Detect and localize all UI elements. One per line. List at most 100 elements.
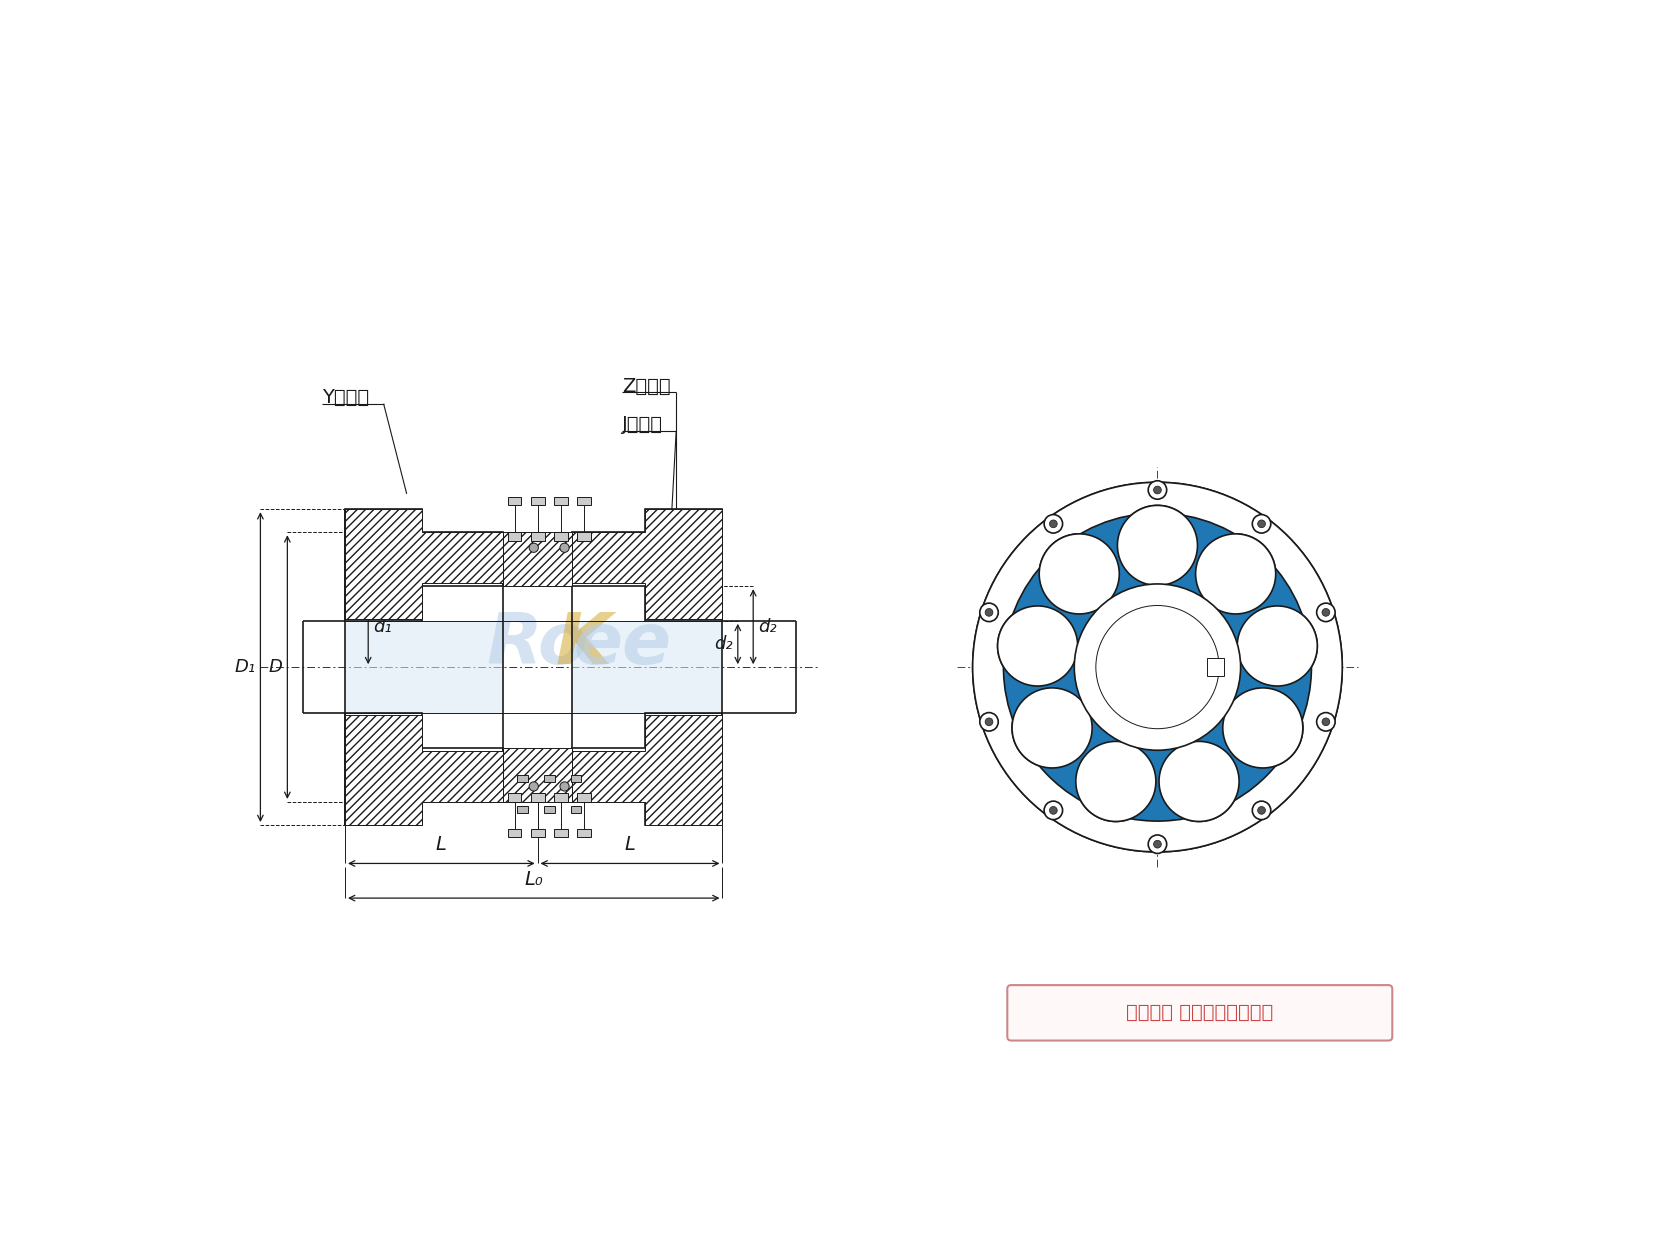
Circle shape <box>1252 514 1270 533</box>
Circle shape <box>979 604 998 621</box>
Circle shape <box>1317 604 1336 621</box>
Circle shape <box>559 781 570 791</box>
Text: D: D <box>269 658 282 677</box>
Circle shape <box>1003 513 1312 822</box>
Circle shape <box>1258 520 1265 528</box>
Circle shape <box>1196 534 1275 614</box>
Circle shape <box>1159 741 1240 822</box>
Polygon shape <box>554 532 568 541</box>
Polygon shape <box>544 775 554 782</box>
Circle shape <box>998 606 1077 685</box>
Polygon shape <box>544 806 554 813</box>
Circle shape <box>559 543 570 552</box>
Polygon shape <box>576 829 591 838</box>
FancyBboxPatch shape <box>1008 985 1393 1041</box>
Circle shape <box>1147 835 1166 853</box>
Polygon shape <box>573 509 722 621</box>
Polygon shape <box>531 829 544 838</box>
Polygon shape <box>507 794 521 801</box>
Polygon shape <box>554 794 568 801</box>
Polygon shape <box>531 532 544 541</box>
Circle shape <box>1236 606 1317 685</box>
Circle shape <box>1050 806 1057 814</box>
Circle shape <box>979 713 998 731</box>
Circle shape <box>1252 801 1270 819</box>
Polygon shape <box>517 775 528 782</box>
Text: D₁: D₁ <box>235 658 255 677</box>
Circle shape <box>1050 520 1057 528</box>
Polygon shape <box>571 806 581 813</box>
Circle shape <box>1075 741 1156 822</box>
Polygon shape <box>576 794 591 801</box>
Text: d₂: d₂ <box>758 617 776 636</box>
Text: L: L <box>625 835 635 854</box>
Polygon shape <box>344 509 502 621</box>
Circle shape <box>1043 514 1062 533</box>
Text: K: K <box>1146 633 1183 678</box>
Circle shape <box>1074 583 1240 750</box>
Circle shape <box>1154 840 1161 848</box>
Polygon shape <box>517 806 528 813</box>
Circle shape <box>1105 615 1210 719</box>
Text: L₀: L₀ <box>524 869 543 888</box>
Polygon shape <box>573 509 722 620</box>
Circle shape <box>984 609 993 616</box>
Circle shape <box>1003 513 1312 822</box>
Polygon shape <box>344 713 502 825</box>
Circle shape <box>1011 688 1092 769</box>
Circle shape <box>1117 505 1198 586</box>
Text: K: K <box>556 610 612 678</box>
Circle shape <box>1159 741 1240 822</box>
Circle shape <box>1317 713 1336 731</box>
Polygon shape <box>576 532 591 541</box>
Polygon shape <box>531 496 544 505</box>
Circle shape <box>1154 486 1161 494</box>
Polygon shape <box>344 714 502 825</box>
Text: 版权所有 侵权必被严厅追究: 版权所有 侵权必被严厅追究 <box>1126 1003 1273 1022</box>
Polygon shape <box>576 496 591 505</box>
Polygon shape <box>573 714 722 825</box>
Text: L: L <box>435 835 447 854</box>
Polygon shape <box>344 509 502 620</box>
Text: Ro: Ro <box>487 610 588 678</box>
Text: Z型轴孔: Z型轴孔 <box>622 377 670 396</box>
Text: ee: ee <box>1168 633 1231 678</box>
Circle shape <box>1043 801 1062 819</box>
Circle shape <box>973 483 1342 852</box>
Circle shape <box>1223 688 1304 769</box>
Polygon shape <box>507 829 521 838</box>
Polygon shape <box>507 532 521 541</box>
Circle shape <box>529 781 538 791</box>
Polygon shape <box>531 794 544 801</box>
Polygon shape <box>573 621 722 713</box>
Circle shape <box>1095 606 1220 728</box>
Polygon shape <box>1206 658 1223 677</box>
Circle shape <box>1322 609 1331 616</box>
Polygon shape <box>554 496 568 505</box>
Circle shape <box>973 483 1342 852</box>
Circle shape <box>1223 688 1304 769</box>
Polygon shape <box>502 532 573 586</box>
Polygon shape <box>554 829 568 838</box>
Circle shape <box>1011 688 1092 769</box>
Circle shape <box>529 543 538 552</box>
Text: d₁: d₁ <box>373 617 391 636</box>
Polygon shape <box>573 713 722 825</box>
Polygon shape <box>571 775 581 782</box>
Circle shape <box>1040 534 1119 614</box>
Circle shape <box>1040 534 1119 614</box>
Polygon shape <box>502 748 573 801</box>
Text: Ro: Ro <box>1097 633 1164 678</box>
Circle shape <box>1258 806 1265 814</box>
Circle shape <box>1236 606 1317 685</box>
Polygon shape <box>344 621 502 713</box>
Circle shape <box>1003 513 1312 822</box>
Circle shape <box>1147 481 1166 499</box>
Text: ee: ee <box>573 610 672 678</box>
Circle shape <box>984 718 993 726</box>
Circle shape <box>1196 534 1275 614</box>
Text: d₂: d₂ <box>714 635 732 653</box>
Text: J型轴孔: J型轴孔 <box>622 415 664 433</box>
Circle shape <box>998 606 1077 685</box>
Circle shape <box>1117 505 1198 586</box>
